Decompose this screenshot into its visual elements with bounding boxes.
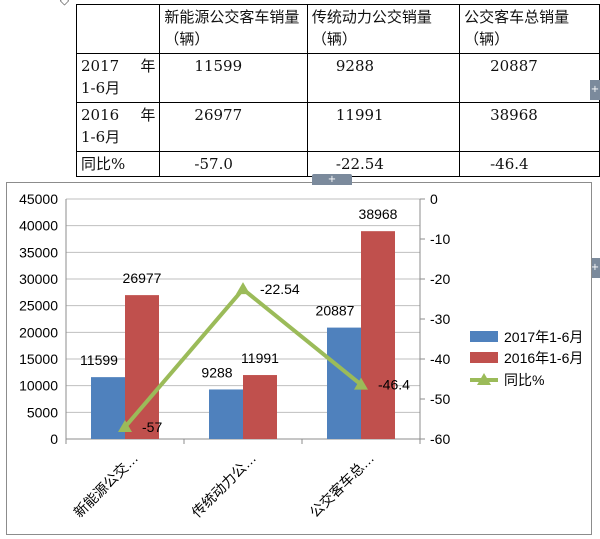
resize-handle-icon[interactable]: ◇ bbox=[59, 0, 70, 7]
row-year: 2016 bbox=[81, 106, 120, 124]
row-period: 1-6月 bbox=[81, 79, 121, 97]
chart-frame[interactable] bbox=[6, 182, 592, 535]
sales-table: 新能源公交客车销量（辆） 传统动力公交销量（辆） 公交客车总销量（辆） 2017… bbox=[75, 4, 600, 177]
row-year-unit: 年 bbox=[140, 57, 156, 75]
table-cell: 38968 bbox=[459, 102, 600, 152]
table-header-cell: 公交客车总销量（辆） bbox=[459, 4, 600, 54]
expand-plus-icon[interactable]: + bbox=[590, 80, 600, 100]
row-year: 2017 bbox=[81, 57, 120, 75]
table-row-label: 2017 年 1-6月 bbox=[75, 53, 161, 103]
table-header-cell: 传统动力公交销量（辆） bbox=[306, 4, 461, 54]
table-cell: 9288 bbox=[306, 53, 461, 103]
table-cell: 20887 bbox=[459, 53, 600, 103]
table-row-label: 同比% bbox=[75, 151, 161, 177]
table-cell: 11599 bbox=[159, 53, 308, 103]
row-year-unit: 年 bbox=[140, 106, 156, 124]
table-cell: -22.54 bbox=[306, 151, 461, 177]
table-cell: 26977 bbox=[159, 102, 308, 152]
table-header-row: 新能源公交客车销量（辆） 传统动力公交销量（辆） 公交客车总销量（辆） bbox=[75, 4, 600, 54]
add-row-plus-icon[interactable]: + bbox=[312, 174, 352, 185]
table-row: 2017 年 1-6月 11599 9288 20887 bbox=[75, 53, 600, 103]
table-cell: 11991 bbox=[306, 102, 461, 152]
table-cell: -57.0 bbox=[159, 151, 308, 177]
row-period: 1-6月 bbox=[81, 128, 121, 146]
table-row: 2016 年 1-6月 26977 11991 38968 bbox=[75, 102, 600, 152]
table-header-cell: 新能源公交客车销量（辆） bbox=[159, 4, 308, 54]
table-header-cell bbox=[75, 4, 161, 54]
table-cell: -46.4 bbox=[459, 151, 600, 177]
expand-plus-icon[interactable]: + bbox=[590, 258, 600, 278]
table-row-label: 2016 年 1-6月 bbox=[75, 102, 161, 152]
table-row: 同比% -57.0 -22.54 -46.4 bbox=[75, 151, 600, 177]
